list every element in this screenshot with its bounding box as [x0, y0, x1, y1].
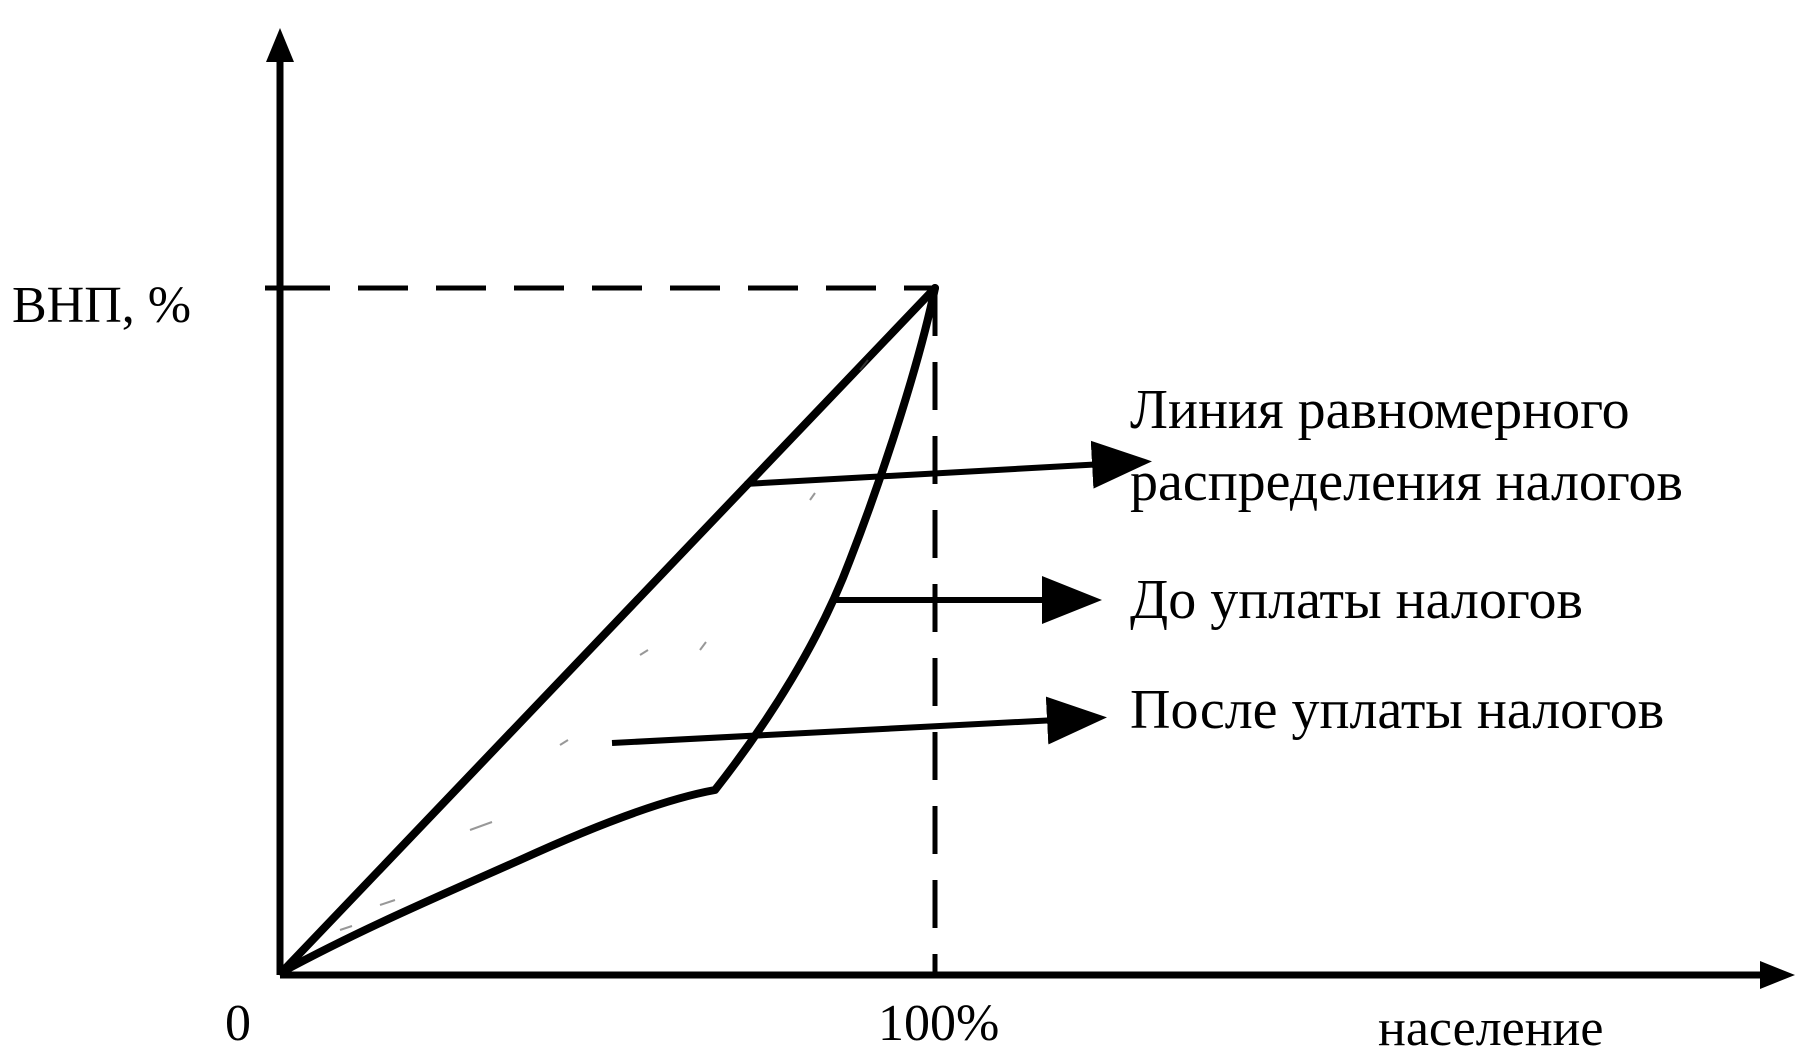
equal-line-pointer-arrow: [744, 440, 1152, 489]
y-axis-label: ВНП, %: [12, 277, 191, 334]
after-taxes-pointer-arrow: [611, 696, 1107, 746]
equal-distribution-line: [278, 284, 939, 976]
shading-speckle: [339, 359, 869, 931]
origin-label: 0: [225, 995, 251, 1052]
x-axis-label: население: [1378, 1000, 1603, 1056]
x-axis-arrow-icon: [1760, 961, 1795, 989]
after-taxes-label: После уплаты налогов: [1130, 679, 1664, 741]
y-axis-arrow-icon: [266, 28, 294, 62]
equal-line-label-line2: распределения налогов: [1130, 451, 1683, 513]
x-max-label: 100%: [878, 995, 999, 1052]
after-taxes-curve: [278, 284, 939, 976]
before-taxes-label: До уплаты налогов: [1130, 569, 1583, 631]
y-axis: [266, 28, 294, 975]
equal-line-label-line1: Линия равномерного: [1130, 379, 1630, 441]
x-axis: [280, 961, 1795, 989]
